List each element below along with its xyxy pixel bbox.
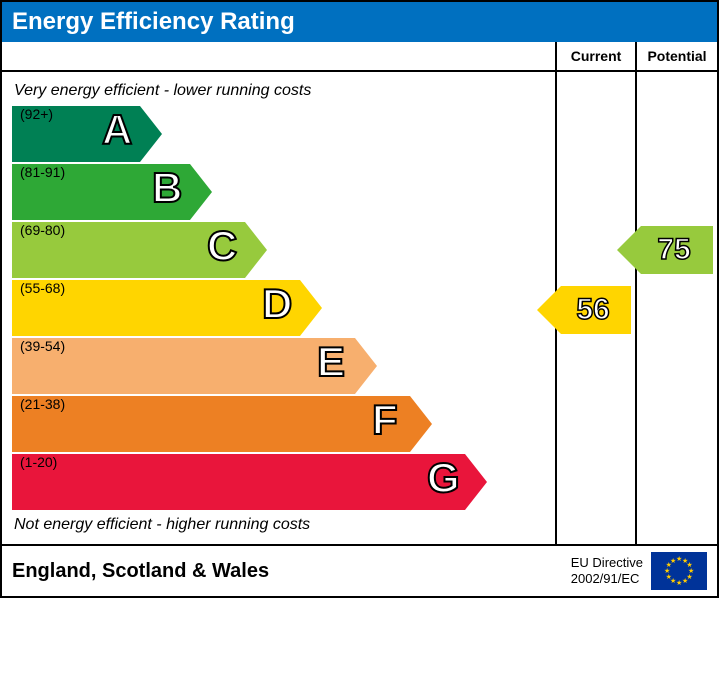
arrow-point-icon <box>537 286 561 334</box>
header-spacer <box>2 42 557 70</box>
band-bar <box>12 396 432 452</box>
band-range: (92+) <box>20 106 53 122</box>
band-letter: C <box>207 222 237 270</box>
arrow-point-icon <box>617 226 641 274</box>
band-letter: E <box>317 338 345 386</box>
band-range: (69-80) <box>20 222 65 238</box>
band-range: (39-54) <box>20 338 65 354</box>
directive-line2: 2002/91/EC <box>571 571 640 586</box>
eu-flag-icon: ★★★★★★★★★★★★ <box>651 552 707 590</box>
title-bar: Energy Efficiency Rating <box>2 2 717 42</box>
band-letter: F <box>372 396 398 444</box>
band-range: (81-91) <box>20 164 65 180</box>
current-column: 56 <box>557 72 637 544</box>
header-row: Current Potential <box>2 42 717 72</box>
band-bar <box>12 454 487 510</box>
band-e: (39-54) E <box>12 338 545 394</box>
epc-chart-container: Energy Efficiency Rating Current Potenti… <box>0 0 719 598</box>
eu-star-icon: ★ <box>670 557 676 565</box>
current-marker: 56 <box>561 282 631 338</box>
eu-star-icon: ★ <box>682 577 688 585</box>
footer-directive: EU Directive 2002/91/EC <box>571 555 643 586</box>
band-letter: A <box>102 106 132 154</box>
band-range: (21-38) <box>20 396 65 412</box>
footer-region: England, Scotland & Wales <box>12 560 269 583</box>
band-range: (1-20) <box>20 454 57 470</box>
band-g: (1-20) G <box>12 454 545 510</box>
bands: (92+) A (81-91) B (69-80) C (55-68) D (39-54) E (2… <box>12 106 545 510</box>
band-letter: B <box>152 164 182 212</box>
note-top: Very energy efficient - lower running co… <box>12 78 545 104</box>
header-current: Current <box>557 42 637 70</box>
body-row: Very energy efficient - lower running co… <box>2 72 717 544</box>
band-b: (81-91) B <box>12 164 545 220</box>
potential-column: 75 <box>637 72 717 544</box>
potential-marker-value: 75 <box>641 226 713 274</box>
band-range: (55-68) <box>20 280 65 296</box>
footer: England, Scotland & Wales EU Directive 2… <box>2 544 717 596</box>
eu-star-icon: ★ <box>676 579 682 587</box>
chart-title: Energy Efficiency Rating <box>12 8 295 35</box>
note-bottom: Not energy efficient - higher running co… <box>12 512 545 538</box>
directive-line1: EU Directive <box>571 555 643 570</box>
chart-area: Very energy efficient - lower running co… <box>2 72 557 544</box>
potential-marker: 75 <box>641 222 713 278</box>
footer-right: EU Directive 2002/91/EC ★★★★★★★★★★★★ <box>571 552 707 590</box>
band-c: (69-80) C <box>12 222 545 278</box>
band-d: (55-68) D <box>12 280 545 336</box>
current-marker-value: 56 <box>561 286 631 334</box>
header-potential: Potential <box>637 42 717 70</box>
band-f: (21-38) F <box>12 396 545 452</box>
band-letter: G <box>427 454 460 502</box>
band-letter: D <box>262 280 292 328</box>
band-a: (92+) A <box>12 106 545 162</box>
